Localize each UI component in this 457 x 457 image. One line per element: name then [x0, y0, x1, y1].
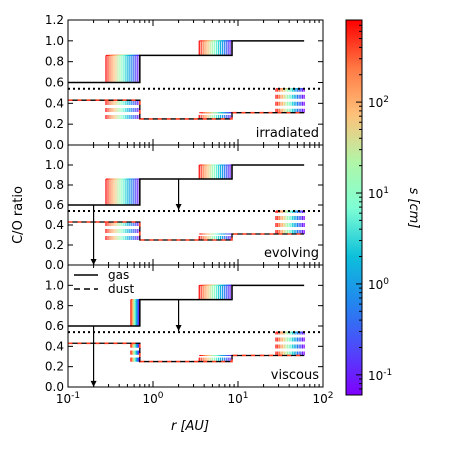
dust-line-red — [68, 99, 305, 120]
colorbar-label: s [cm] — [406, 188, 421, 229]
legend-label-dust: dust — [108, 282, 134, 296]
y-tick-label: 0.0 — [45, 258, 64, 272]
x-tick-label: 102 — [312, 391, 333, 406]
y-tick-label: 0.4 — [45, 339, 64, 353]
x-tick-label: 10-1 — [56, 391, 80, 406]
dust-line — [68, 99, 305, 120]
colorbar-ticks: 10-1 100 101 102 — [356, 19, 392, 396]
dust-line-red — [68, 221, 305, 241]
y-tick-label: 0.6 — [45, 198, 64, 212]
panel-label: irradiated — [256, 126, 319, 141]
y-tick-label: 0.2 — [45, 117, 64, 131]
y-tick-label: 0.8 — [45, 55, 64, 69]
panel-label: evolving — [264, 246, 319, 261]
y-tick-label: 0.2 — [45, 238, 64, 252]
y-tick-label: 1.0 — [45, 278, 64, 292]
y-tick-label: 1.0 — [45, 34, 64, 48]
colorbar-tick-label: 101 — [368, 186, 389, 201]
arrow-head — [90, 380, 97, 387]
y-tick-label: 0.0 — [45, 138, 64, 152]
dust-line-red — [68, 342, 305, 363]
y-axis-label: C/O ratio — [11, 186, 26, 244]
y-tick-label: 0.6 — [45, 76, 64, 90]
panel-label: viscous — [271, 368, 319, 383]
dust-line — [68, 342, 305, 363]
y-tick-label: 1.2 — [45, 13, 64, 27]
x-axis-label-text: r [AU] — [171, 419, 209, 434]
y-tick-label: 0.4 — [45, 96, 64, 110]
gas-line — [68, 40, 305, 84]
y-tick-label: 0.6 — [45, 319, 64, 333]
x-tick-label: 100 — [142, 391, 163, 406]
panel-plot-area — [68, 164, 323, 241]
y-tick-label: 0.0 — [45, 380, 64, 394]
colorbar-tick-label: 10-1 — [368, 368, 392, 383]
x-tick-label: 101 — [227, 391, 248, 406]
arrow-head — [175, 325, 182, 331]
y-tick-label: 0.8 — [45, 178, 64, 192]
dust-line — [68, 221, 305, 241]
panel-irradiated: 0.0 0.2 0.4 0.6 0.8 1.0 1.2 irradiated — [45, 13, 324, 152]
legend-label-gas: gas — [108, 268, 129, 282]
panel-evolving: 0.0 0.2 0.4 0.6 0.8 1.0 evolving — [45, 144, 324, 272]
y-tick-label: 0.4 — [45, 218, 64, 232]
gas-line — [68, 284, 305, 327]
colorbar-tick-label: 102 — [368, 95, 389, 110]
y-tick-label: 0.2 — [45, 360, 64, 374]
panel-plot-area — [68, 284, 323, 363]
gas-line — [68, 164, 305, 206]
panels: 0.0 0.2 0.4 0.6 0.8 1.0 1.2 irradiated 0.0 0.2 0.4… — [45, 13, 334, 406]
y-tick-label: 1.0 — [45, 158, 64, 172]
colorbar-tick-label: 100 — [368, 277, 389, 292]
colorbar: 10-1 100 101 102 s [cm] — [345, 19, 421, 396]
colorbar-gradient — [346, 20, 362, 395]
y-tick-label: 0.8 — [45, 299, 64, 313]
panel-plot-area — [68, 40, 323, 120]
x-axis-label: r [AU] — [171, 419, 209, 434]
arrow-head — [175, 204, 182, 210]
